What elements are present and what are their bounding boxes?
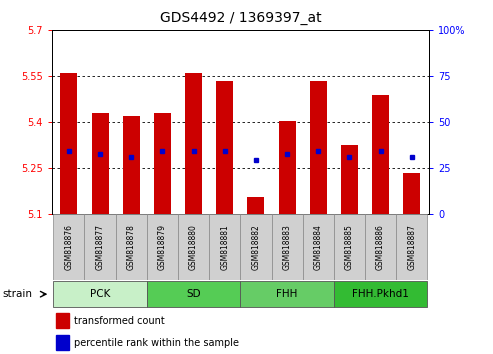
Bar (123, 116, 140, 214)
Text: GSM818881: GSM818881 (220, 224, 229, 270)
Text: GSM818884: GSM818884 (314, 224, 323, 270)
Bar (53, 214, 84, 280)
Bar (303, 214, 334, 280)
Bar (60, 73, 77, 214)
Bar (334, 214, 365, 280)
Text: percentile rank within the sample: percentile rank within the sample (74, 338, 240, 348)
Text: GSM818876: GSM818876 (65, 224, 73, 270)
Bar (403, 173, 421, 214)
Bar (310, 81, 327, 214)
Bar (84, 214, 116, 280)
Text: GSM818886: GSM818886 (376, 224, 385, 270)
Bar (53, 281, 147, 307)
Text: FHH: FHH (277, 289, 298, 299)
Text: transformed count: transformed count (74, 316, 165, 326)
Bar (178, 214, 209, 280)
Bar (341, 145, 358, 214)
Text: GSM818883: GSM818883 (282, 224, 291, 270)
Text: GSM818877: GSM818877 (96, 224, 105, 270)
Bar (272, 214, 303, 280)
Bar (116, 214, 147, 280)
Bar (147, 281, 240, 307)
Text: GSM818880: GSM818880 (189, 224, 198, 270)
Text: GSM818879: GSM818879 (158, 224, 167, 270)
Text: SD: SD (186, 289, 201, 299)
Text: PCK: PCK (90, 289, 110, 299)
Bar (56, 313, 69, 328)
Bar (185, 73, 202, 214)
Text: strain: strain (2, 289, 33, 299)
Bar (209, 214, 240, 280)
Bar (154, 113, 171, 214)
Bar (216, 81, 233, 214)
Text: GSM818882: GSM818882 (251, 224, 260, 270)
Bar (279, 121, 296, 214)
Bar (365, 214, 396, 280)
Bar (372, 95, 389, 214)
Bar (396, 214, 427, 280)
Text: FHH.Pkhd1: FHH.Pkhd1 (352, 289, 409, 299)
Bar (247, 197, 264, 214)
Bar (92, 113, 108, 214)
Bar (147, 214, 178, 280)
Text: GSM818885: GSM818885 (345, 224, 354, 270)
Text: GSM818887: GSM818887 (407, 224, 416, 270)
Text: GDS4492 / 1369397_at: GDS4492 / 1369397_at (160, 11, 321, 25)
Bar (240, 281, 334, 307)
Bar (334, 281, 427, 307)
Bar (56, 335, 69, 350)
Bar (240, 214, 272, 280)
Text: GSM818878: GSM818878 (127, 224, 136, 270)
